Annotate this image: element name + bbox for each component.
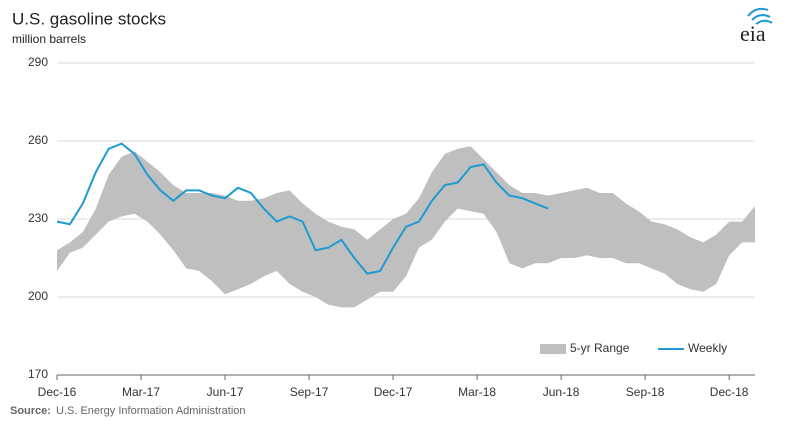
legend-label: 5-yr Range xyxy=(570,341,630,355)
source: U.S. Energy Information Administration xyxy=(56,405,246,417)
source-label: Source: xyxy=(10,405,51,417)
x-tick-label: Jun-17 xyxy=(207,385,244,399)
x-tick-label: Dec-18 xyxy=(710,385,749,399)
x-tick-label: Sep-18 xyxy=(626,385,665,399)
logo-text: eia xyxy=(740,21,766,46)
x-tick-label: Dec-17 xyxy=(374,385,413,399)
chart-title: U.S. gasoline stocks xyxy=(12,9,166,28)
legend-label: Weekly xyxy=(688,341,727,355)
y-tick-label: 200 xyxy=(28,289,48,303)
x-tick-label: Sep-17 xyxy=(290,385,329,399)
chart-subtitle: million barrels xyxy=(12,32,86,46)
x-tick-label: Mar-18 xyxy=(458,385,496,399)
weekly-line xyxy=(56,142,549,275)
x-tick-label: Mar-17 xyxy=(122,385,160,399)
y-tick-label: 230 xyxy=(28,211,48,225)
y-tick-label: 260 xyxy=(28,133,48,147)
legend-swatch xyxy=(540,344,566,354)
y-tick-label: 290 xyxy=(28,55,48,69)
y-tick-label: 170 xyxy=(28,367,48,381)
logo: eia xyxy=(740,7,773,46)
logo-arcs xyxy=(747,7,773,25)
x-tick-label: Dec-16 xyxy=(38,385,77,399)
x-tick-label: Jun-18 xyxy=(543,385,580,399)
